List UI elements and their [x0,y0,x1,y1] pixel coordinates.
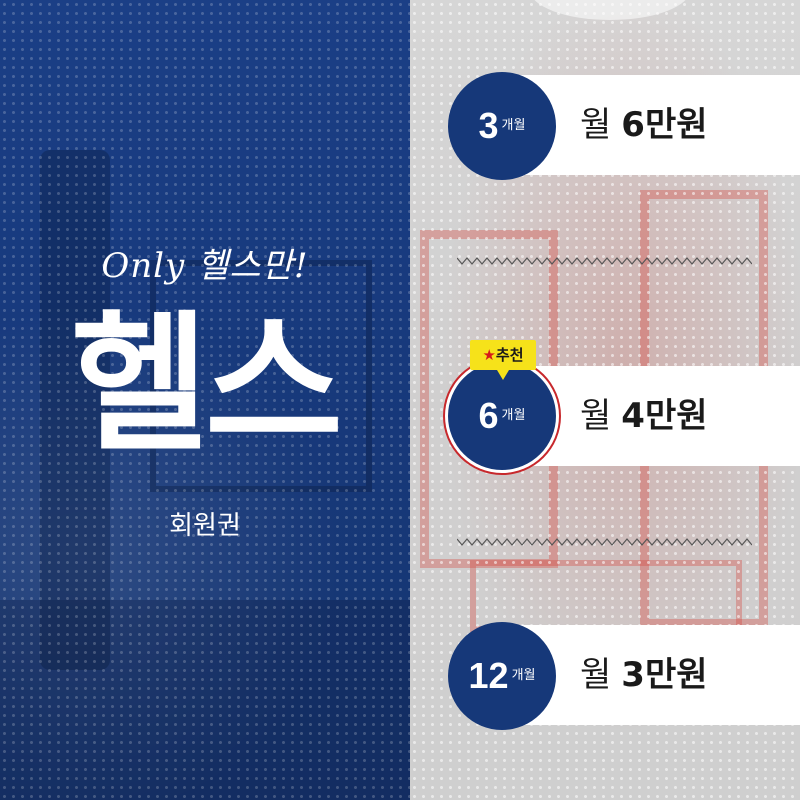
duration-badge: 3 개월 [448,72,556,180]
duration-number: 6 [478,395,499,436]
monthly-price: 월 3만원 [580,625,780,725]
duration-badge: 12 개월 [448,622,556,730]
ceiling-lamp [530,0,690,20]
duration-number: 12 [468,655,509,696]
duration-number: 3 [478,105,499,146]
price-amount: 3만원 [621,655,708,695]
star-icon: ★ [482,346,496,364]
monthly-price: 월 6만원 [580,75,780,175]
duration-unit: 개월 [501,118,526,133]
price-label: 월 [580,105,612,145]
background-floor [0,600,410,800]
zigzag-divider [457,538,752,546]
duration-unit: 개월 [501,408,526,423]
price-amount: 4만원 [621,396,708,436]
price-label: 월 [580,396,612,436]
recommended-tag: ★추천 [470,340,536,380]
zigzag-divider [457,257,752,265]
price-label: 월 [580,655,612,695]
page-title: 헬스 [70,298,343,472]
price-amount: 6만원 [621,105,708,145]
duration-badge-highlighted: 6 개월 [448,362,556,470]
left-panel [0,0,410,800]
duration-unit: 개월 [511,668,536,683]
background-bench [470,560,742,632]
recommended-label: 추천 [495,346,524,364]
tagline: Only 헬스만! [101,246,309,286]
subtitle: 회원권 [169,511,241,541]
monthly-price: 월 4만원 [580,366,780,466]
